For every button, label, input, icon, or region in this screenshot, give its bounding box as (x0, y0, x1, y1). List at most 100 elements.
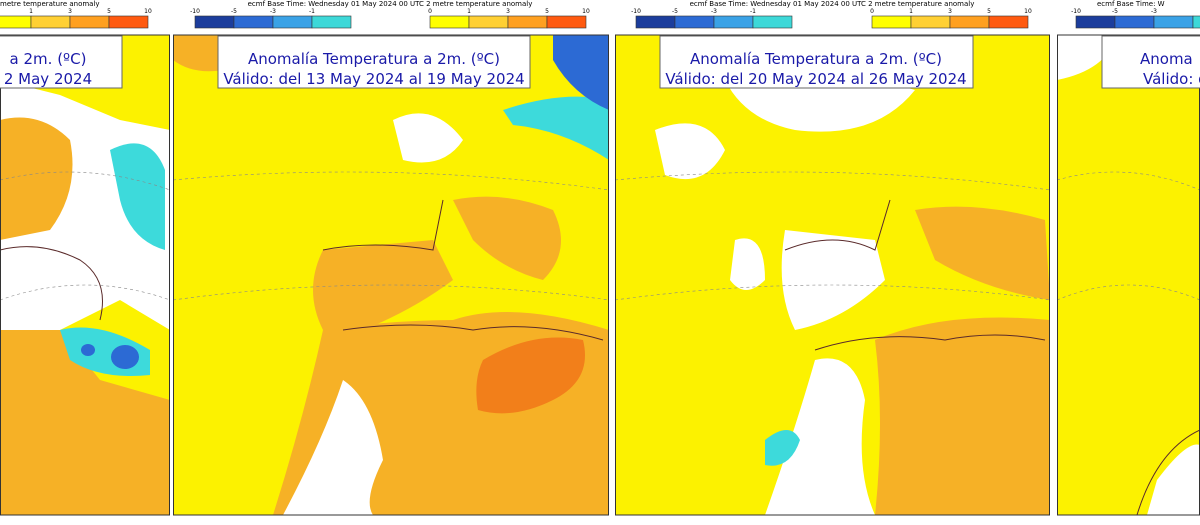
legend-swatch (752, 15, 793, 29)
legend-label: -1 (309, 8, 315, 15)
map-subtitle: 2 May 2024 (4, 70, 92, 88)
map-title: a 2m. (ºC) (10, 50, 87, 68)
title-box (1101, 35, 1200, 89)
legend-label: -1 (750, 8, 756, 15)
graticule (173, 171, 609, 301)
anomaly-region (765, 430, 800, 466)
anomaly-region (0, 117, 73, 240)
anomaly-region (915, 206, 1050, 300)
map-subtitle: Válido: d (1143, 70, 1200, 88)
map-frame (615, 34, 1050, 516)
legend-swatch (1114, 15, 1155, 29)
legend-label: 10 (582, 8, 590, 15)
legend-swatch (871, 15, 912, 29)
legend-label: 3 (68, 8, 72, 15)
legend-label: -5 (231, 8, 237, 15)
legend-swatch (674, 15, 715, 29)
graticule (1057, 171, 1200, 301)
legend-swatch (108, 15, 149, 29)
anomaly-region (0, 330, 170, 515)
anomaly-region (393, 113, 463, 163)
legend-swatch (1192, 15, 1200, 29)
legend-label: -10 (1071, 8, 1081, 15)
map-subtitle: Válido: del 13 May 2024 al 19 May 2024 (223, 70, 524, 88)
legend-swatch (635, 15, 676, 29)
map (1057, 34, 1200, 516)
legend-swatch (468, 15, 509, 29)
map-frame (173, 34, 609, 516)
anomaly-region (875, 317, 1050, 515)
legend-label: 3 (506, 8, 510, 15)
map-title: Anomalía Temperatura a 2m. (ºC) (248, 50, 500, 68)
anomaly-region (1136, 429, 1200, 516)
legend-label: 0 (428, 8, 432, 15)
legend-label: -3 (1151, 8, 1157, 15)
anomaly-region (655, 123, 725, 180)
header-text: metre temperature anomaly (0, 0, 100, 8)
panel: ecmf Base Time: W -10 -5 -3 Anoma Válido: d (1057, 0, 1200, 516)
legend-label: 0 (870, 8, 874, 15)
legend-label: 1 (909, 8, 913, 15)
anomaly-region (0, 246, 103, 321)
legend-label: -3 (711, 8, 717, 15)
panel: ecmf Base Time: Wednesday 01 May 2024 00… (173, 0, 609, 516)
legend-swatch (311, 15, 352, 29)
legend-swatch (1153, 15, 1194, 29)
anomaly-region (765, 358, 875, 515)
graticule (615, 171, 1050, 301)
legend-label: 10 (144, 8, 152, 15)
anomaly-region (111, 345, 139, 369)
anomaly-region (553, 35, 609, 110)
panel-content: ecmf Base Time: Wednesday 01 May 2024 00… (615, 0, 1050, 516)
legend-label: 5 (987, 8, 991, 15)
legend-label: -5 (672, 8, 678, 15)
header-text: ecmf Base Time: Wednesday 01 May 2024 00… (690, 0, 975, 8)
legend-swatch (69, 15, 110, 29)
panel-content: ecmf Base Time: Wednesday 01 May 2024 00… (173, 0, 609, 516)
legend-swatch (272, 15, 313, 29)
legend-label: 3 (948, 8, 952, 15)
legend-swatch (233, 15, 274, 29)
legend-label: -10 (190, 8, 200, 15)
anomaly-region (503, 96, 609, 160)
map (173, 34, 609, 516)
anomaly-region (476, 337, 585, 414)
map (615, 34, 1050, 516)
anomaly-region (453, 196, 561, 280)
legend-swatch (1075, 15, 1116, 29)
anomaly-region (730, 238, 765, 290)
title-box (659, 35, 974, 89)
anomaly-region (110, 143, 165, 250)
legend-swatch (546, 15, 587, 29)
anomaly-region (1147, 444, 1200, 515)
header-text: ecmf Base Time: Wednesday 01 May 2024 00… (248, 0, 533, 8)
legend-swatch (429, 15, 470, 29)
header-text: ecmf Base Time: W (1097, 0, 1165, 8)
panel: ecmf Base Time: Wednesday 01 May 2024 00… (615, 0, 1050, 516)
legend-label: -5 (1112, 8, 1118, 15)
legend-swatch (910, 15, 951, 29)
map-title: Anomalía Temperatura a 2m. (ºC) (690, 50, 942, 68)
map-frame (0, 34, 170, 516)
legend-swatch (949, 15, 990, 29)
legend-label: 5 (107, 8, 111, 15)
legend-swatch (0, 15, 32, 29)
legend-swatch (194, 15, 235, 29)
anomaly-region (781, 230, 885, 330)
map-background (1057, 35, 1200, 515)
legend-label: 10 (1024, 8, 1032, 15)
anomaly-region (283, 380, 383, 515)
anomaly-region (784, 199, 1046, 351)
legend-swatch (507, 15, 548, 29)
legend-label: 1 (467, 8, 471, 15)
map (0, 34, 170, 516)
map-title: Anoma (1140, 50, 1193, 68)
legend-swatch (30, 15, 71, 29)
anomaly-region (173, 35, 223, 72)
graticule (0, 171, 170, 301)
legend-swatch (988, 15, 1029, 29)
